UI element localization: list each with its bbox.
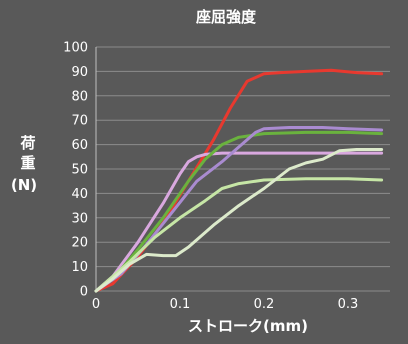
y-tick-label: 60 [71, 138, 88, 153]
y-tick-label: 90 [71, 65, 88, 80]
series-line-3 [94, 130, 384, 293]
series-line-6 [94, 148, 384, 293]
y-tick-label: 100 [63, 41, 88, 56]
y-tick-labels: 0 10 20 30 40 50 60 70 80 90 100 [63, 41, 88, 300]
x-tick-label: 0 [92, 297, 100, 312]
y-tick-label: 30 [71, 211, 88, 226]
x-tick-label: 0.3 [338, 297, 359, 312]
y-tick-label: 80 [71, 89, 88, 104]
y-tick-label: 0 [80, 285, 88, 300]
x-tick-labels: 0 0.1 0.2 0.3 [92, 297, 358, 312]
y-tick-label: 40 [71, 187, 88, 202]
y-axis-title: 荷 重 (N) [11, 134, 37, 194]
y-tick-label: 20 [71, 236, 88, 251]
series-line-2 [94, 151, 384, 293]
y-axis-title-char-3: (N) [11, 176, 37, 194]
chart-title: 座屈強度 [195, 8, 257, 26]
data-series [94, 68, 384, 293]
y-axis-title-char-1: 荷 [20, 134, 35, 152]
series-line-5 [94, 177, 384, 293]
y-tick-label: 70 [71, 114, 88, 129]
x-axis-title: ストローク(mm) [188, 317, 308, 335]
x-tick-label: 0.1 [170, 297, 191, 312]
y-tick-label: 50 [71, 163, 88, 178]
x-tick-label: 0.2 [254, 297, 275, 312]
y-tick-label: 10 [71, 260, 88, 275]
y-axis-title-char-2: 重 [20, 154, 35, 172]
